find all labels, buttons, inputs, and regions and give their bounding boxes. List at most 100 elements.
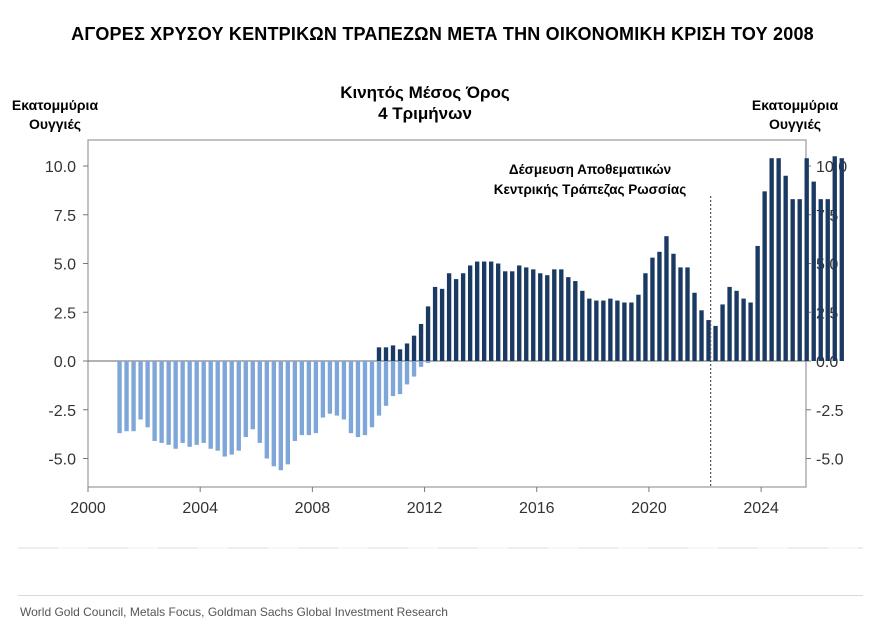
bar [446, 273, 452, 361]
annotation-line-1: Δέσμευση Αποθεματικών [508, 162, 672, 177]
bar [559, 269, 564, 361]
bar [222, 361, 227, 457]
bar [411, 335, 417, 361]
bar [594, 300, 599, 361]
left-axis-unit: Εκατομμύρια Ουγγιές [0, 96, 110, 134]
bar [762, 191, 767, 361]
bar [643, 273, 648, 361]
bar [755, 245, 760, 361]
bar [503, 271, 508, 361]
bar [776, 158, 781, 361]
russia-reserves-annotation: Δέσμευση Αποθεματικών Κεντρικής Τράπεζας… [470, 160, 710, 200]
bar [306, 361, 312, 436]
bar [124, 361, 129, 432]
chart-subtitle: Κινητός Μέσος Όρος 4 Τριμήνων [300, 82, 550, 124]
annotation-line-2: Κεντρικής Τράπεζας Ρωσσίας [493, 182, 687, 197]
bar [769, 158, 774, 361]
x-tick-label: 2020 [631, 500, 667, 517]
bar [208, 361, 213, 449]
bar [425, 361, 431, 363]
bar [699, 310, 704, 361]
bar [383, 347, 389, 361]
bar [194, 361, 199, 445]
bar [236, 361, 241, 451]
bar [615, 300, 620, 361]
bar [622, 302, 627, 361]
bar [229, 361, 234, 455]
y-tick-label-left: 0.0 [54, 354, 76, 371]
bar [173, 361, 178, 449]
bar [271, 361, 276, 467]
bar [467, 265, 473, 361]
bar [608, 298, 613, 361]
bar [671, 253, 676, 361]
bar [545, 275, 550, 361]
bar [432, 286, 438, 361]
bar [278, 361, 283, 471]
bar [299, 361, 305, 436]
bar [418, 323, 424, 361]
y-tick-label-right: -5.0 [816, 452, 844, 469]
bar [152, 361, 157, 441]
bar [566, 277, 571, 361]
bar [243, 361, 248, 438]
source-divider [18, 595, 863, 596]
x-tick-label: 2008 [295, 500, 331, 517]
bar [650, 257, 655, 361]
bar [706, 320, 711, 361]
x-tick-label: 2016 [519, 500, 555, 517]
bar [587, 298, 592, 361]
bar [348, 361, 354, 434]
bar [531, 269, 536, 361]
y-tick-label-left: -5.0 [48, 452, 76, 469]
bar [657, 251, 662, 361]
bar [601, 300, 606, 361]
bar [327, 361, 333, 414]
bar [292, 361, 298, 441]
bar [783, 175, 788, 361]
subtitle-line-2: 4 Τριμήνων [378, 104, 472, 123]
left-unit-line-2: Ουγγιές [28, 116, 82, 132]
bar [138, 361, 143, 420]
y-tick-label-left: 2.5 [54, 305, 76, 322]
bar [629, 302, 634, 361]
bar [320, 361, 326, 418]
bar [811, 181, 816, 361]
bar [573, 281, 578, 361]
chart-title: ΑΓΟΡΕΣ ΧΡΥΣΟΥ ΚΕΝΤΡΙΚΩΝ ΤΡΑΠΕΖΩΝ ΜΕΤΑ ΤΗ… [71, 24, 814, 44]
x-tick-label: 2024 [743, 500, 779, 517]
x-tick-label: 2004 [182, 500, 218, 517]
bar [418, 361, 424, 367]
bar [145, 361, 150, 428]
bar [201, 361, 206, 443]
bar [334, 361, 340, 416]
bar [538, 273, 543, 361]
bar [720, 304, 725, 361]
bar [355, 361, 361, 438]
bar [215, 361, 220, 451]
bar [369, 361, 375, 428]
bar [460, 273, 466, 361]
x-tick-label: 2000 [70, 500, 106, 517]
bar [341, 361, 347, 420]
bar [264, 361, 269, 459]
bar [517, 265, 522, 361]
x-tick-label: 2012 [407, 500, 443, 517]
bar [524, 267, 529, 361]
bar [741, 298, 746, 361]
bar [664, 236, 669, 361]
bar [453, 279, 459, 361]
bar [797, 199, 802, 361]
bar [376, 361, 382, 416]
bar [362, 361, 368, 436]
bar [439, 288, 445, 361]
y-tick-label-right: -2.5 [816, 403, 844, 420]
bar [159, 361, 164, 443]
bar [285, 361, 291, 465]
bar [489, 261, 494, 361]
bar [390, 345, 396, 361]
bar [510, 271, 515, 361]
bar [748, 302, 753, 361]
y-tick-label-left: 10.0 [45, 159, 76, 176]
y-tick-label-left: 5.0 [54, 257, 76, 274]
